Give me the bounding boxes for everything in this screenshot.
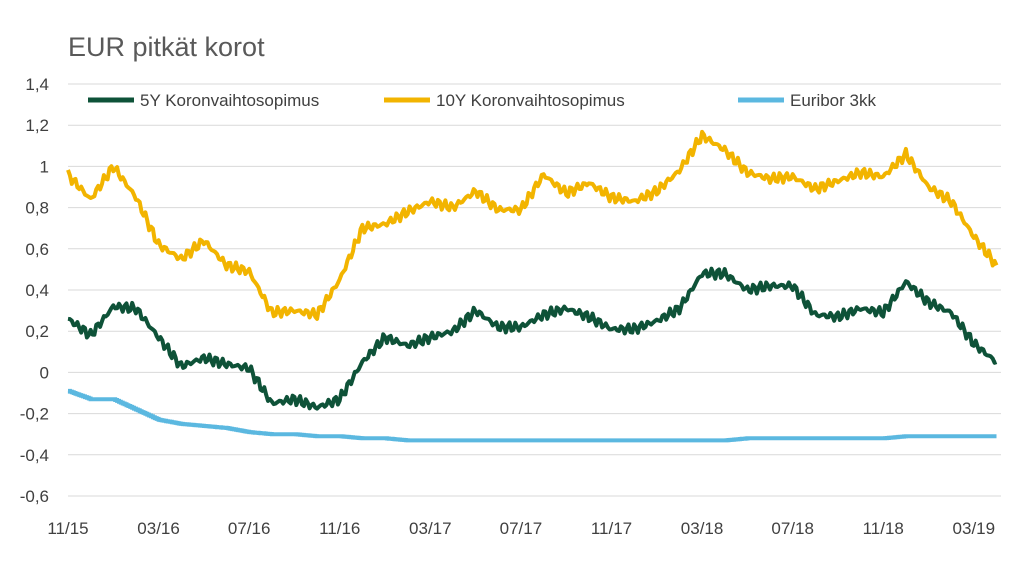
y-tick-label: 1 xyxy=(40,157,49,176)
legend-label: 5Y Koronvaihtosopimus xyxy=(140,91,319,110)
x-axis-tick-labels: 11/15 03/16 07/16 11/16 03/17 07/17 11/17 03/18… xyxy=(47,519,995,538)
x-tick-label: 11/17 xyxy=(591,519,632,538)
legend-label: Euribor 3kk xyxy=(790,91,876,110)
y-tick-label: 0,2 xyxy=(25,322,49,341)
x-tick-label: 03/16 xyxy=(137,519,180,538)
y-tick-label: 0 xyxy=(40,363,49,382)
series-line-10y-swap xyxy=(66,129,999,321)
y-tick-label: 1,2 xyxy=(25,116,49,135)
y-tick-label: 0,4 xyxy=(25,281,49,300)
chart-title: EUR pitkät korot xyxy=(68,32,265,62)
x-tick-label: 11/16 xyxy=(319,519,360,538)
x-tick-label: 07/18 xyxy=(771,519,814,538)
series-lines xyxy=(66,129,999,443)
x-tick-label: 11/15 xyxy=(47,519,88,538)
y-axis-tick-labels: -0,6 -0,4 -0,2 0 0,2 0,4 0,6 0,8 1 1,2 1,4 xyxy=(20,75,49,506)
x-tick-label: 11/18 xyxy=(863,519,904,538)
y-tick-label: -0,2 xyxy=(20,405,49,424)
series-line-5y-swap xyxy=(67,266,998,411)
series-line-euribor-3kk xyxy=(67,388,997,443)
x-tick-label: 03/18 xyxy=(681,519,724,538)
legend-label: 10Y Koronvaihtosopimus xyxy=(436,91,625,110)
x-tick-label: 03/19 xyxy=(953,519,996,538)
gridlines xyxy=(68,83,1001,497)
x-tick-label: 03/17 xyxy=(409,519,452,538)
y-tick-label: 0,8 xyxy=(25,199,49,218)
legend: 5Y Koronvaihtosopimus 10Y Koronvaihtosopi… xyxy=(88,91,876,110)
y-tick-label: -0,6 xyxy=(20,487,49,506)
y-tick-label: 1,4 xyxy=(25,75,49,94)
y-tick-label: -0,4 xyxy=(20,446,49,465)
x-tick-label: 07/17 xyxy=(500,519,543,538)
y-tick-label: 0,6 xyxy=(25,240,49,259)
x-tick-label: 07/16 xyxy=(228,519,271,538)
